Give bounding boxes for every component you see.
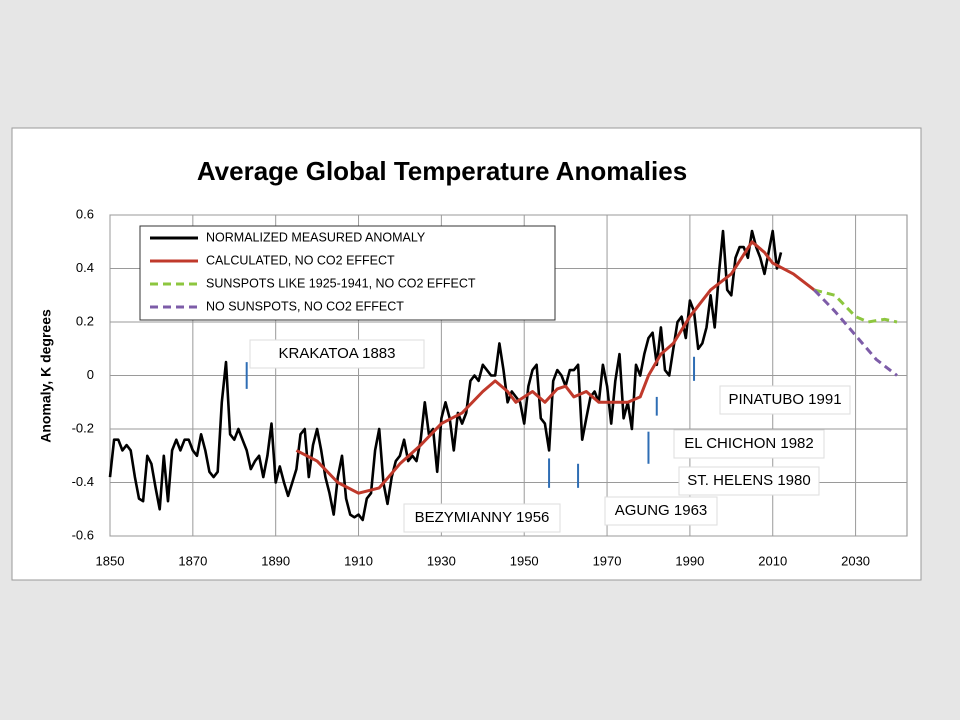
- annotation-box: [604, 496, 718, 526]
- legend-label: NORMALIZED MEASURED ANOMALY: [206, 230, 426, 244]
- legend-label: CALCULATED, NO CO2 EFFECT: [206, 253, 395, 267]
- y-tick-label: -0.4: [72, 474, 94, 489]
- x-tick-label: 1950: [510, 553, 539, 568]
- x-tick-label: 1910: [344, 553, 373, 568]
- x-tick-label: 1970: [593, 553, 622, 568]
- annotation-label: ST. HELENS 1980: [687, 472, 810, 489]
- annotation-label: KRAKATOA 1883: [278, 345, 395, 362]
- annotation-box: [673, 429, 825, 459]
- annotation-box: [678, 466, 820, 496]
- y-tick-label: 0.6: [76, 206, 94, 221]
- x-tick-label: 2030: [841, 553, 870, 568]
- y-axis-label: Anomaly, K degrees: [38, 309, 54, 443]
- y-tick-label: -0.6: [72, 527, 94, 542]
- x-tick-label: 1930: [427, 553, 456, 568]
- series-line: [813, 288, 898, 377]
- annotation-label: AGUNG 1963: [615, 502, 708, 519]
- annotation-box: [719, 385, 851, 415]
- series-line: [295, 240, 816, 495]
- legend-box: [139, 225, 556, 321]
- chart-title: Average Global Temperature Anomalies: [197, 156, 687, 186]
- x-tick-label: 2010: [758, 553, 787, 568]
- annotation-label: EL CHICHON 1982: [684, 435, 814, 452]
- annotation-box: [249, 339, 425, 369]
- series-line: [108, 229, 783, 522]
- y-tick-label: 0: [87, 367, 94, 382]
- annotation-box: [403, 503, 561, 533]
- x-tick-label: 1890: [261, 553, 290, 568]
- legend-label: NO SUNSPOTS, NO CO2 EFFECT: [206, 299, 404, 313]
- y-tick-label: -0.2: [72, 420, 94, 435]
- y-tick-label: 0.4: [76, 260, 94, 275]
- x-tick-label: 1990: [675, 553, 704, 568]
- annotation-label: PINATUBO 1991: [728, 391, 841, 408]
- x-tick-label: 1870: [178, 553, 207, 568]
- annotation-label: BEZYMIANNY 1956: [415, 509, 550, 526]
- y-tick-label: 0.2: [76, 313, 94, 328]
- series-line: [813, 288, 898, 324]
- legend-label: SUNSPOTS LIKE 1925-1941, NO CO2 EFFECT: [206, 276, 476, 290]
- x-tick-label: 1850: [96, 553, 125, 568]
